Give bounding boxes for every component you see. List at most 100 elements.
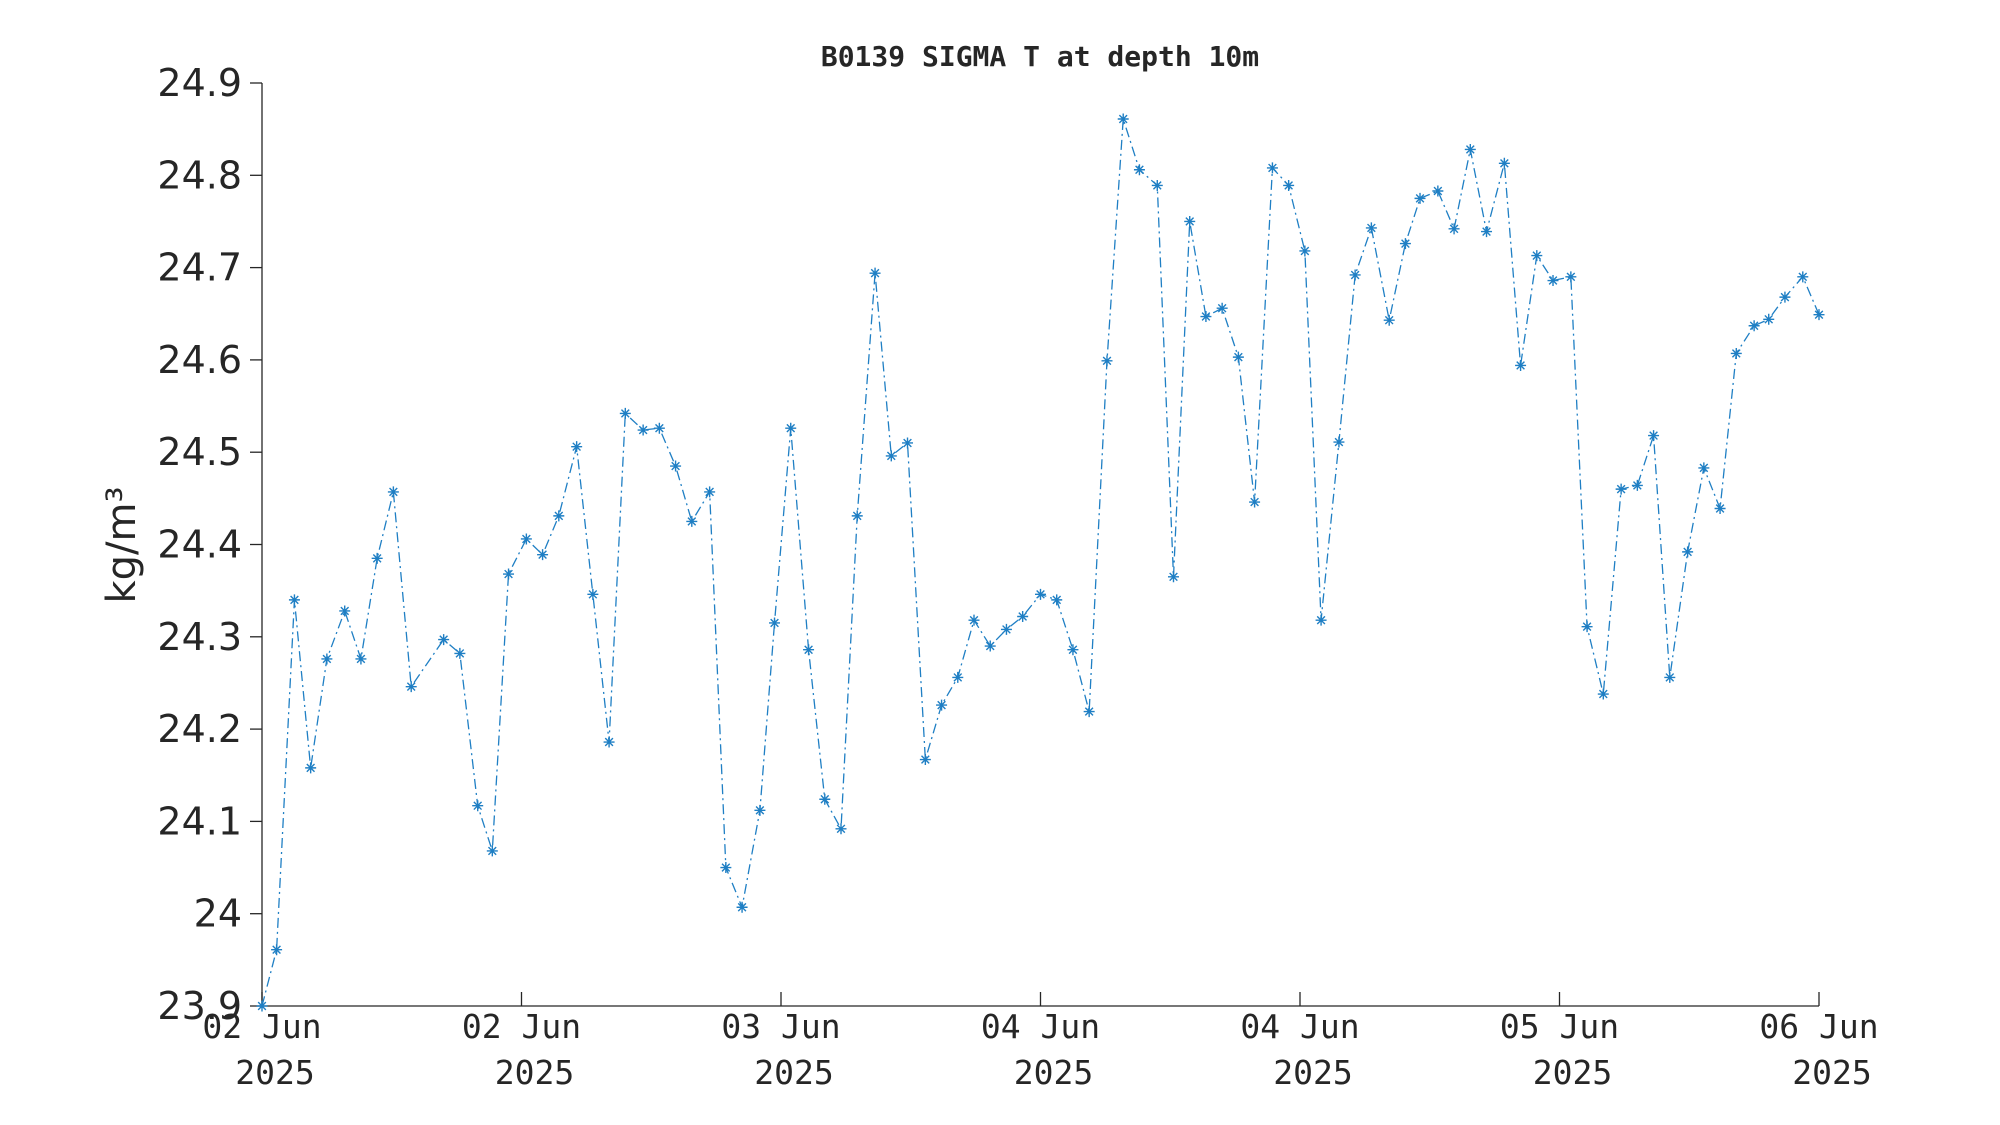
marker	[1565, 271, 1577, 283]
marker	[1283, 179, 1295, 191]
marker	[1648, 430, 1660, 442]
x-tick-label: 02 Jun 2025	[202, 1007, 321, 1092]
marker	[1531, 250, 1543, 262]
series-line	[261, 118, 1820, 1007]
x-tick-label: 04 Jun 2025	[1240, 1007, 1359, 1092]
y-tick-label: 24.3	[157, 615, 242, 659]
y-tick-label: 24.7	[157, 246, 242, 290]
marker	[919, 754, 931, 766]
marker	[1597, 688, 1609, 700]
marker	[1232, 351, 1244, 363]
marker	[1216, 302, 1228, 314]
marker	[1763, 313, 1775, 325]
marker	[619, 407, 631, 419]
marker	[1365, 222, 1377, 234]
marker	[869, 267, 881, 279]
y-axis-label: kg/m³	[99, 486, 145, 603]
x-tick-label: 06 Jun 2025	[1759, 1007, 1878, 1092]
marker	[603, 736, 615, 748]
marker	[803, 644, 815, 656]
marker	[1813, 309, 1825, 321]
marker	[1035, 588, 1046, 600]
marker	[1414, 192, 1426, 204]
chart-title: B0139 SIGMA T at depth 10m	[821, 40, 1259, 73]
marker	[1101, 355, 1113, 367]
marker	[1748, 320, 1760, 332]
marker	[288, 594, 300, 606]
y-tick-label: 24.5	[157, 430, 242, 474]
marker	[1481, 226, 1493, 238]
marker	[537, 549, 549, 561]
marker	[503, 568, 515, 580]
marker	[936, 699, 948, 711]
marker	[1151, 179, 1163, 191]
marker	[405, 681, 417, 693]
marker	[371, 552, 383, 564]
marker	[754, 804, 766, 816]
marker	[1000, 623, 1012, 635]
y-tick-label: 24.6	[157, 338, 242, 382]
marker	[835, 823, 847, 835]
marker	[1051, 594, 1063, 606]
marker	[819, 793, 831, 805]
marker	[587, 588, 599, 600]
x-tick-label: 04 Jun 2025	[981, 1007, 1100, 1092]
marker	[1299, 245, 1311, 257]
marker	[1682, 546, 1694, 558]
marker	[305, 762, 317, 774]
marker	[1515, 359, 1527, 371]
x-tick-label: 02 Jun 2025	[462, 1007, 581, 1092]
marker	[486, 845, 498, 857]
marker	[1167, 571, 1179, 583]
marker	[1017, 610, 1029, 622]
marker	[271, 944, 283, 956]
marker	[553, 510, 565, 522]
marker	[1184, 215, 1196, 227]
y-tick-label: 24.8	[157, 153, 242, 197]
marker	[454, 647, 466, 659]
marker	[256, 1000, 268, 1012]
y-tick-label: 24	[194, 892, 242, 936]
y-tick-label: 24.2	[157, 707, 242, 751]
marker	[1730, 347, 1742, 359]
marker	[1779, 291, 1791, 303]
marker	[1349, 269, 1361, 281]
marker	[1383, 314, 1395, 326]
marker	[1698, 462, 1710, 474]
marker	[1249, 496, 1261, 508]
marker	[1067, 644, 1079, 656]
marker	[736, 901, 748, 913]
marker	[1266, 162, 1278, 174]
marker	[1664, 671, 1676, 683]
marker	[1399, 238, 1411, 250]
marker	[885, 450, 897, 462]
marker	[1432, 185, 1444, 197]
marker	[1315, 614, 1327, 626]
marker	[968, 614, 980, 626]
marker	[1200, 311, 1212, 323]
marker	[1448, 223, 1460, 235]
marker	[984, 640, 996, 652]
marker	[1581, 621, 1593, 633]
marker	[1714, 503, 1726, 515]
y-tick-label: 23.9	[157, 984, 242, 1028]
marker	[355, 653, 367, 665]
x-tick-label: 05 Jun 2025	[1500, 1007, 1619, 1092]
marker	[520, 533, 532, 545]
marker	[653, 422, 665, 434]
marker	[952, 671, 964, 683]
marker	[785, 422, 797, 434]
marker	[686, 515, 698, 527]
marker	[704, 486, 716, 498]
marker	[769, 617, 781, 629]
marker	[1615, 483, 1627, 495]
marker	[1083, 706, 1095, 718]
marker	[902, 437, 914, 449]
marker	[1133, 164, 1145, 176]
marker	[321, 653, 333, 665]
marker	[1498, 157, 1510, 169]
marker	[339, 605, 351, 617]
y-tick-label: 24.4	[157, 523, 242, 567]
marker	[387, 486, 399, 498]
marker	[1547, 275, 1559, 287]
